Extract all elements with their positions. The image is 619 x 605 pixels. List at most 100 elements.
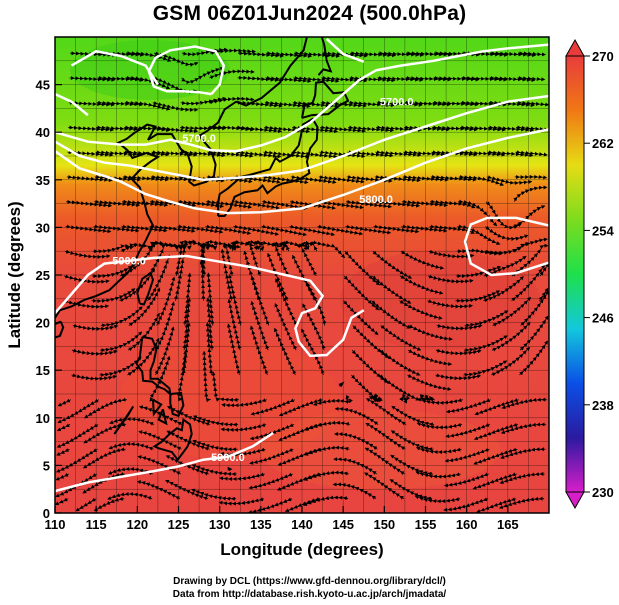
y-tick-label: 25 [36,268,50,283]
streamline [209,69,255,80]
streamline [183,272,192,326]
credit-line-data: Data from http://database.rish.kyoto-u.a… [172,589,447,600]
streamline [514,174,548,180]
streamline [515,150,548,157]
height-contour [147,45,226,96]
coastline-segment [152,417,193,462]
coastline-segment [55,37,308,319]
streamline [435,348,482,356]
streamline [270,241,290,277]
contour-label: 5800.0 [359,194,393,206]
coastline-segment [113,405,135,435]
coastline-segment [152,398,163,417]
streamline [513,185,548,202]
x-tick-label: 155 [415,517,437,532]
contour-label: 5700.0 [182,133,216,145]
x-tick-label: 160 [456,517,478,532]
x-tick-label: 145 [332,517,354,532]
x-tick-label: 110 [45,517,66,532]
y-tick-label: 30 [36,220,50,235]
streamline [72,323,119,331]
streamline [202,350,211,403]
x-tick-label: 115 [86,517,107,532]
x-tick-label: 165 [497,517,519,532]
y-tick-label: 15 [36,363,50,378]
streamline [75,497,97,512]
y-tick-label: 45 [36,78,50,93]
streamline [379,374,420,401]
streamline [512,237,548,253]
colorbar-tick-label: 238 [592,398,614,413]
streamline [308,240,346,259]
streamline [64,274,110,284]
streamline [500,422,546,434]
height-contour [55,94,549,182]
streamline [72,348,118,356]
y-tick-label: 5 [43,458,50,473]
x-tick-label: 135 [250,517,272,532]
coastline-segment [157,408,168,426]
streamline [83,422,127,444]
streamline [206,272,215,326]
height-contours [55,37,549,493]
streamline [501,397,547,410]
x-axis-label: Longitude (degrees) [220,540,383,559]
colorbar-tick-label: 262 [592,136,614,151]
height-contour [463,216,549,277]
streamline [516,100,549,107]
coastline-segment [136,271,155,306]
colorbar-tick-label: 254 [592,223,614,238]
map-plot: 5700.0 5700.0 5800.0 5900.0 5900.0 [55,37,549,513]
streamline [313,394,353,406]
streamline [435,373,482,381]
height-contour [55,431,274,493]
streamline [152,125,199,134]
streamline [407,349,453,366]
coastline-segment [317,37,333,76]
streamline [517,51,546,57]
streamline [408,324,453,341]
y-tick-label: 40 [36,125,50,140]
colorbar-tick-label: 230 [592,485,614,500]
height-contour [325,37,365,63]
streamline [539,262,549,277]
credits: Drawing by DCL (https://www.gfd-dennou.o… [0,575,619,601]
streamline [516,125,549,132]
colorbar-bottom-triangle [565,491,585,510]
coastline-segment [338,381,345,387]
streamline [486,175,533,186]
streamline [64,249,111,259]
x-tick-label: 120 [126,517,148,532]
y-tick-label: 10 [36,411,50,426]
y-axis-label: Latitude (degrees) [5,201,24,348]
y-tick-label: 0 [43,506,50,521]
credit-line-drawing: Drawing by DCL (https://www.gfd-dennou.o… [173,576,446,587]
contour-labels: 5700.0 5700.0 5800.0 5900.0 5900.0 [112,97,413,464]
streamline [208,96,255,105]
y-tick-label: 35 [36,173,50,188]
streamline [427,299,473,309]
contour-label: 5900.0 [211,452,245,464]
height-contour [55,92,89,117]
streamline [400,250,445,270]
streamline [71,373,118,381]
streamline [499,471,545,484]
map-title: GSM 06Z01Jun2024 (500.0hPa) [152,2,467,25]
x-tick-label: 130 [209,517,231,532]
streamline [155,276,176,326]
streamline [84,397,127,419]
streamline [399,275,444,295]
contour-label: 5900.0 [112,256,146,268]
colorbar-top-triangle [565,38,585,57]
coastline-segment [217,117,319,217]
streamline [82,447,126,469]
streamline [63,299,110,309]
streamline [538,287,549,301]
height-contour [55,254,365,358]
coastline [55,37,350,472]
colorbar-tick-label: 246 [592,311,614,326]
streamline [380,324,422,351]
coastline-segment [227,466,233,472]
streamline [372,250,413,279]
streamline [500,447,546,459]
